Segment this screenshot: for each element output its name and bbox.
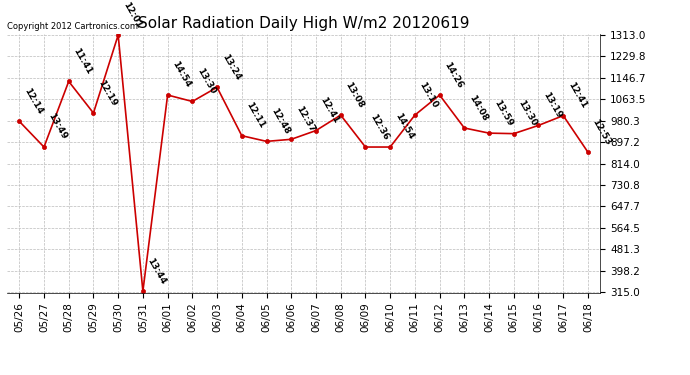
Text: 11:41: 11:41 [72,46,94,76]
Text: 13:30: 13:30 [195,67,217,96]
Text: 13:19: 13:19 [541,90,564,120]
Text: 13:44: 13:44 [146,256,168,286]
Text: 12:36: 12:36 [368,112,391,141]
Text: Copyright 2012 Cartronics.com: Copyright 2012 Cartronics.com [7,22,138,31]
Text: 14:26: 14:26 [442,60,464,90]
Text: 13:49: 13:49 [47,112,69,141]
Text: 12:01: 12:01 [121,0,143,30]
Text: 12:37: 12:37 [294,104,316,134]
Text: 13:10: 13:10 [417,80,440,110]
Text: 14:54: 14:54 [170,60,193,90]
Text: 12:41: 12:41 [319,96,341,125]
Text: 14:54: 14:54 [393,112,415,141]
Text: 12:41: 12:41 [566,81,588,110]
Text: 12:14: 12:14 [22,86,44,116]
Title: Solar Radiation Daily High W/m2 20120619: Solar Radiation Daily High W/m2 20120619 [138,16,469,31]
Text: 13:30: 13:30 [517,99,539,128]
Text: 12:48: 12:48 [269,106,291,136]
Text: 13:08: 13:08 [344,80,366,110]
Text: 14:08: 14:08 [467,93,489,122]
Text: 13:59: 13:59 [492,98,514,128]
Text: 12:11: 12:11 [244,101,266,130]
Text: 12:53: 12:53 [591,117,613,147]
Text: 13:24: 13:24 [220,53,242,82]
Text: 12:19: 12:19 [96,78,119,108]
